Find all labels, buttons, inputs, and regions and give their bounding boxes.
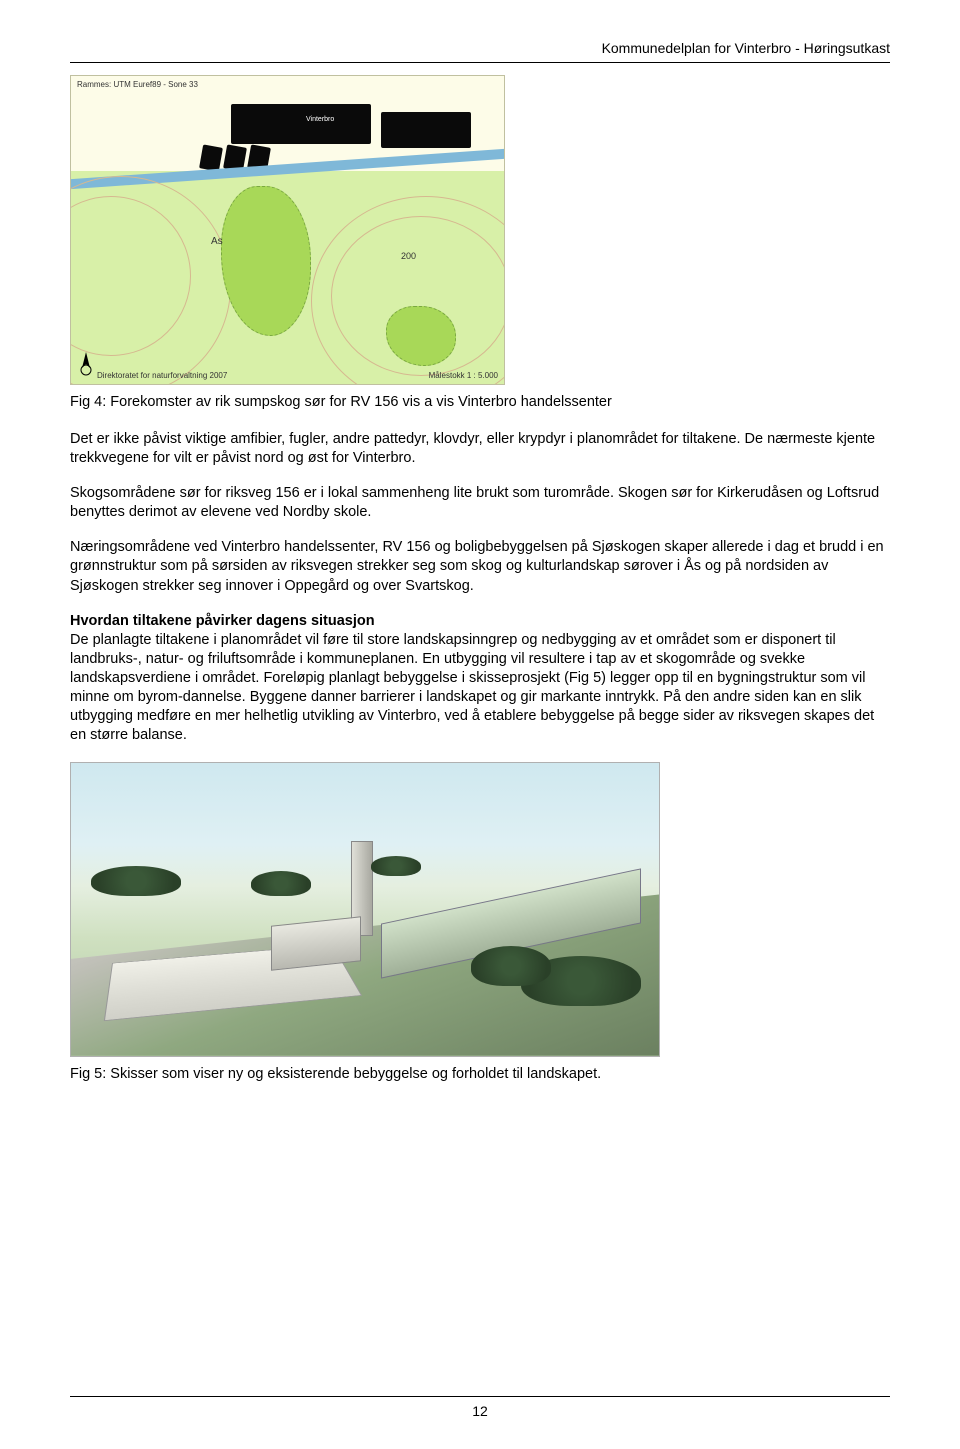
map-num-label: 200 <box>401 251 416 261</box>
render-trees <box>471 946 551 986</box>
paragraph-1: Det er ikke påvist viktige amfibier, fug… <box>70 430 890 468</box>
figure-5-caption: Fig 5: Skisser som viser ny og eksistere… <box>70 1065 890 1084</box>
map-scale-label: Målestokk 1 : 5.000 <box>429 371 498 380</box>
render-trees <box>371 856 421 876</box>
map-crs-label: Rammes: UTM Euref89 - Sone 33 <box>77 80 198 89</box>
running-header: Kommunedelplan for Vinterbro - Høringsut… <box>70 40 890 63</box>
figure-4-map: Rammes: UTM Euref89 - Sone 33 Vinterbro … <box>70 75 505 385</box>
render-trees <box>91 866 181 896</box>
page-footer: 12 <box>70 1396 890 1419</box>
map-building-icon <box>231 104 371 144</box>
figure-4-caption: Fig 4: Forekomster av rik sumpskog sør f… <box>70 393 890 412</box>
map-building-icon <box>199 144 223 171</box>
paragraph-3: Næringsområdene ved Vinterbro handelssen… <box>70 538 890 595</box>
paragraph-4-block: Hvordan tiltakene påvirker dagens situas… <box>70 612 890 746</box>
map-source-label: Direktoratet for naturforvaltning 2007 <box>97 371 227 380</box>
compass-icon <box>79 352 93 376</box>
render-trees <box>251 871 311 896</box>
map-sumpskog-area <box>221 186 311 336</box>
page-number: 12 <box>472 1403 488 1419</box>
paragraph-4-text: De planlagte tiltakene i planområdet vil… <box>70 632 874 744</box>
document-page: Kommunedelplan for Vinterbro - Høringsut… <box>0 0 960 1449</box>
render-mid-building <box>271 916 361 970</box>
map-building-icon <box>381 112 471 148</box>
map-center-label: Vinterbro <box>306 116 334 123</box>
running-title-text: Kommunedelplan for Vinterbro - Høringsut… <box>602 40 890 56</box>
figure-5-render <box>70 762 660 1057</box>
paragraph-2: Skogsområdene sør for riksveg 156 er i l… <box>70 484 890 522</box>
map-mid-label: As <box>211 236 223 247</box>
section-heading: Hvordan tiltakene påvirker dagens situas… <box>70 613 375 629</box>
